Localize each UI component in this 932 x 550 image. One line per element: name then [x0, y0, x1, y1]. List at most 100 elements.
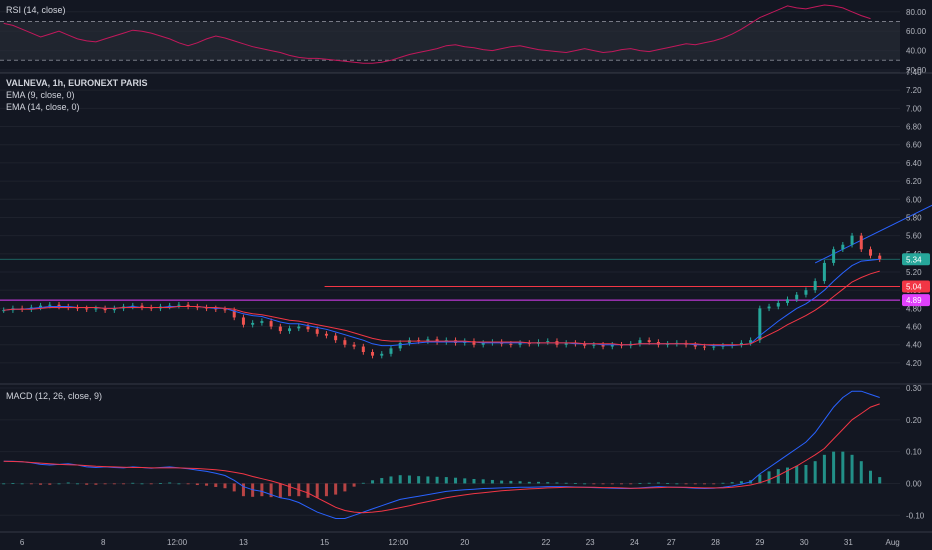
y-tick-label: 6.40	[906, 159, 922, 168]
y-tick-label: 80.00	[906, 8, 927, 17]
macd-histogram-bar	[186, 483, 190, 485]
candle-body	[2, 310, 6, 312]
x-tick-label: 15	[320, 538, 329, 547]
rsi-y-axis[interactable]: 80.00 60.00 40.00 20.00	[906, 8, 927, 75]
macd-histogram-bar	[573, 483, 577, 484]
macd-histogram-bar	[481, 479, 485, 484]
macd-histogram-bar	[703, 483, 707, 485]
candle-body	[251, 322, 255, 325]
x-tick-label: 23	[586, 538, 595, 547]
macd-histogram	[2, 451, 882, 498]
rsi-band	[0, 21, 900, 61]
candle-body	[94, 308, 98, 310]
y-tick-label: 4.80	[906, 304, 922, 313]
macd-histogram-bar	[2, 483, 6, 485]
macd-histogram-bar	[352, 483, 356, 487]
macd-y-axis[interactable]: 0.30 0.20 0.10 0.00 -0.10	[906, 384, 925, 520]
time-axis[interactable]: 6 8 12:00 13 15 12:00 20 22 23 24 27 28 29 30 31 Aug	[20, 538, 900, 547]
macd-histogram-bar	[435, 476, 439, 484]
candle-body	[813, 281, 817, 291]
macd-histogram-bar	[500, 480, 504, 484]
macd-histogram-bar	[721, 482, 725, 484]
macd-histogram-bar	[103, 483, 107, 485]
candle-body	[518, 342, 522, 345]
macd-histogram-bar	[804, 465, 808, 484]
macd-histogram-bar	[11, 483, 15, 484]
candle-body	[223, 309, 227, 311]
macd-histogram-bar	[444, 477, 448, 484]
y-tick-label: 20.00	[906, 66, 927, 75]
macd-histogram-bar	[241, 483, 245, 497]
x-tick-label: 24	[630, 538, 639, 547]
price-badge-label: 4.89	[906, 296, 922, 305]
macd-histogram-bar	[361, 482, 365, 484]
x-tick-label: 22	[541, 538, 550, 547]
macd-histogram-bar	[29, 483, 33, 485]
candle-body	[297, 326, 301, 329]
macd-histogram-bar	[629, 483, 633, 485]
y-tick-label: 5.20	[906, 268, 922, 277]
price-y-axis[interactable]: 7.40 7.20 7.00 6.80 6.60 6.40 6.20 6.00 5.80 5.60…	[906, 68, 922, 368]
y-tick-label: 60.00	[906, 27, 927, 36]
macd-histogram-bar	[398, 475, 402, 484]
candle-body	[564, 342, 568, 345]
candle-body	[749, 340, 753, 343]
macd-histogram-bar	[214, 483, 218, 487]
candle-body	[39, 305, 43, 308]
candle-body	[721, 345, 725, 347]
macd-histogram-bar	[850, 454, 854, 484]
candle-body	[361, 346, 365, 352]
macd-histogram-bar	[813, 461, 817, 484]
y-tick-label: 4.60	[906, 323, 922, 332]
macd-histogram-bar	[315, 483, 319, 498]
y-tick-label: 7.00	[906, 104, 922, 113]
candle-body	[638, 340, 642, 344]
x-tick-label: 8	[101, 538, 106, 547]
macd-histogram-bar	[610, 483, 614, 485]
candle-body	[103, 308, 107, 311]
candle-body	[841, 244, 845, 250]
macd-histogram-bar	[131, 482, 135, 484]
rsi-pane[interactable]: RSI (14, close) 80.00 60.00 40.00 20.00	[0, 4, 927, 75]
macd-histogram-bar	[693, 483, 697, 485]
macd-histogram-bar	[85, 483, 89, 485]
macd-histogram-bar	[66, 482, 70, 484]
trend-line[interactable]	[814, 72, 932, 264]
candle-body	[288, 328, 292, 332]
price-horizontal-lines[interactable]	[0, 258, 900, 301]
macd-histogram-bar	[527, 481, 531, 484]
x-tick-label: Aug	[886, 538, 900, 547]
price-legend-title: VALNEVA, 1h, EURONEXT PARIS	[6, 78, 148, 88]
x-tick-label: 30	[800, 538, 809, 547]
x-tick-label: 27	[667, 538, 676, 547]
macd-histogram-bar	[122, 483, 126, 485]
macd-pane[interactable]: MACD (12, 26, close, 9) 0.30 0.20 0.10 0.00…	[0, 384, 925, 520]
macd-histogram-bar	[75, 483, 79, 485]
macd-histogram-bar	[417, 476, 421, 484]
candle-body	[583, 343, 587, 346]
price-badge	[902, 280, 930, 293]
macd-histogram-bar	[472, 479, 476, 484]
macd-histogram-bar	[730, 482, 734, 484]
macd-histogram-bar	[48, 483, 52, 485]
price-pane[interactable]: VALNEVA, 1h, EURONEXT PARIS EMA (9, clos…	[0, 68, 932, 368]
macd-histogram-bar	[786, 467, 789, 484]
macd-histogram-bar	[205, 483, 209, 486]
macd-histogram-bar	[426, 476, 430, 484]
candle-body	[343, 340, 347, 345]
macd-histogram-bar	[795, 465, 799, 484]
y-tick-label: 6.00	[906, 195, 922, 204]
candle-body	[620, 344, 624, 346]
candle-body	[758, 308, 762, 341]
macd-histogram-bar	[518, 481, 522, 484]
macd-histogram-bar	[94, 483, 98, 485]
candle-body	[260, 321, 264, 323]
macd-histogram-bar	[463, 478, 467, 484]
candle-body	[703, 346, 707, 348]
macd-histogram-bar	[822, 454, 826, 484]
macd-histogram-bar	[564, 482, 568, 484]
macd-histogram-bar	[407, 475, 411, 484]
y-tick-label: 0.30	[906, 384, 922, 393]
macd-signal-line	[3, 403, 880, 514]
